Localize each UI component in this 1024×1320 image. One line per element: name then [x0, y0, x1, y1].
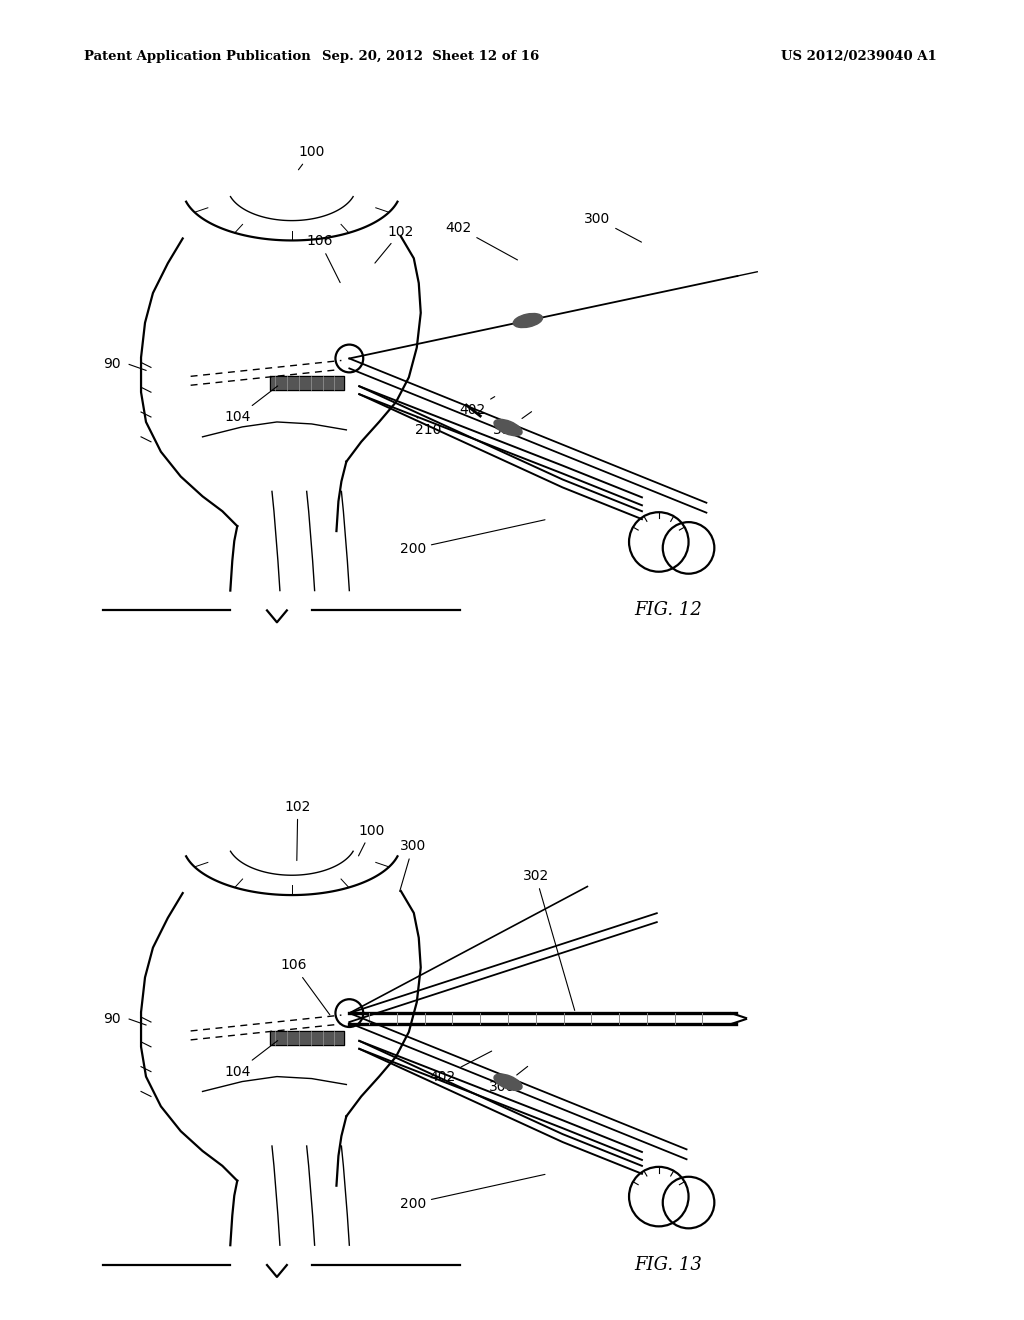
- Text: 300: 300: [584, 211, 641, 242]
- Text: 102: 102: [285, 800, 311, 861]
- Ellipse shape: [494, 420, 522, 436]
- Text: FIG. 12: FIG. 12: [634, 602, 701, 619]
- Text: 300: 300: [493, 412, 531, 437]
- Text: 100: 100: [298, 145, 325, 170]
- Ellipse shape: [513, 314, 543, 327]
- Text: 300: 300: [488, 1067, 527, 1093]
- Text: 106: 106: [281, 958, 330, 1015]
- Text: 200: 200: [399, 520, 545, 556]
- Text: Sep. 20, 2012  Sheet 12 of 16: Sep. 20, 2012 Sheet 12 of 16: [322, 50, 540, 63]
- Text: 106: 106: [306, 235, 340, 282]
- Text: 102: 102: [375, 224, 414, 263]
- Text: 90: 90: [103, 1012, 121, 1026]
- Text: 100: 100: [358, 824, 384, 855]
- Text: 402: 402: [459, 396, 495, 417]
- Text: 210: 210: [416, 417, 442, 437]
- Text: FIG. 13: FIG. 13: [634, 1257, 701, 1274]
- Ellipse shape: [494, 1074, 522, 1090]
- Text: 300: 300: [399, 840, 426, 891]
- Text: 200: 200: [399, 1175, 545, 1210]
- Text: 104: 104: [224, 1040, 278, 1078]
- Text: 104: 104: [224, 385, 278, 424]
- Text: 302: 302: [522, 870, 574, 1010]
- Text: 402: 402: [429, 1051, 492, 1084]
- Text: US 2012/0239040 A1: US 2012/0239040 A1: [780, 50, 937, 63]
- Text: 90: 90: [103, 358, 121, 371]
- Text: 402: 402: [445, 220, 517, 260]
- Text: Patent Application Publication: Patent Application Publication: [84, 50, 310, 63]
